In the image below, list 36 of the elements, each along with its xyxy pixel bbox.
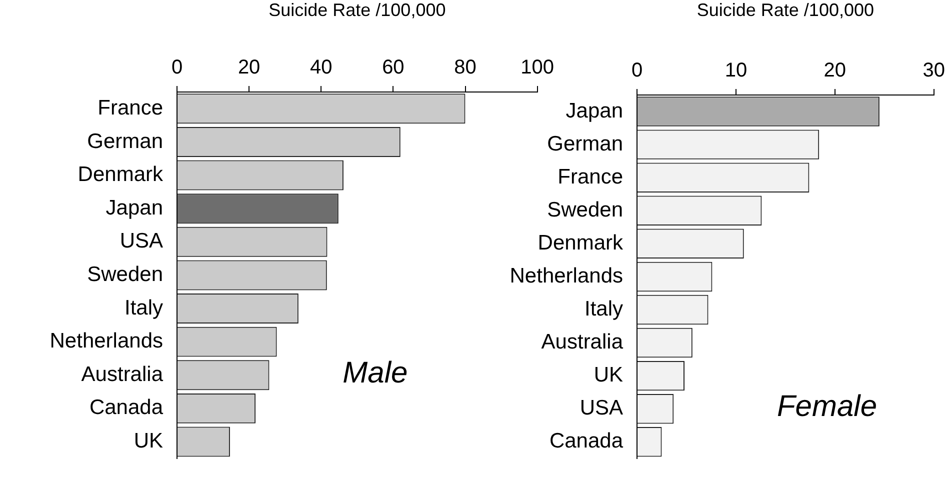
y-tick-label: Netherlands (50, 330, 163, 353)
y-tick-label: Netherlands (510, 264, 623, 288)
x-tick-label: 30 (922, 60, 945, 82)
y-tick-label: Japan (106, 196, 163, 220)
annotation: Female (776, 390, 878, 423)
x-tick-label: 0 (171, 56, 183, 79)
y-tick-label: Sweden (87, 262, 163, 286)
y-tick-label: Canada (549, 430, 624, 453)
y-tick-label: Australia (541, 330, 624, 354)
y-tick-label: Denmark (78, 163, 164, 186)
y-tick-label: USA (120, 230, 163, 253)
x-tick-label: 80 (454, 56, 476, 79)
y-tick-label: UK (594, 364, 623, 387)
y-tick-label: Italy (124, 296, 164, 320)
x-tick-label: 60 (382, 56, 404, 79)
x-tick-label: 10 (724, 60, 748, 82)
y-tick-label: German (87, 130, 163, 153)
y-tick-label: USA (580, 396, 623, 420)
y-tick-label: UK (134, 430, 163, 453)
y-tick-label: German (547, 132, 623, 156)
x-axis-title: Suicide Rate /100,000 (696, 0, 874, 20)
x-tick-label: 40 (310, 56, 332, 79)
x-tick-label: 100 (520, 56, 554, 79)
x-tick-label: 20 (238, 56, 260, 79)
x-tick-label: 20 (824, 60, 846, 82)
x-tick-label: 0 (631, 60, 643, 82)
y-tick-label: Japan (566, 99, 623, 122)
y-tick-label: Canada (89, 396, 164, 420)
y-tick-label: Sweden (547, 198, 623, 222)
y-tick-label: Denmark (538, 231, 624, 254)
y-tick-label: France (98, 96, 163, 120)
y-tick-label: Australia (81, 362, 164, 386)
annotation: Male (342, 356, 408, 390)
y-tick-label: Italy (584, 298, 624, 321)
y-tick-label: France (558, 165, 623, 188)
x-axis-title: Suicide Rate /100,000 (268, 0, 446, 20)
